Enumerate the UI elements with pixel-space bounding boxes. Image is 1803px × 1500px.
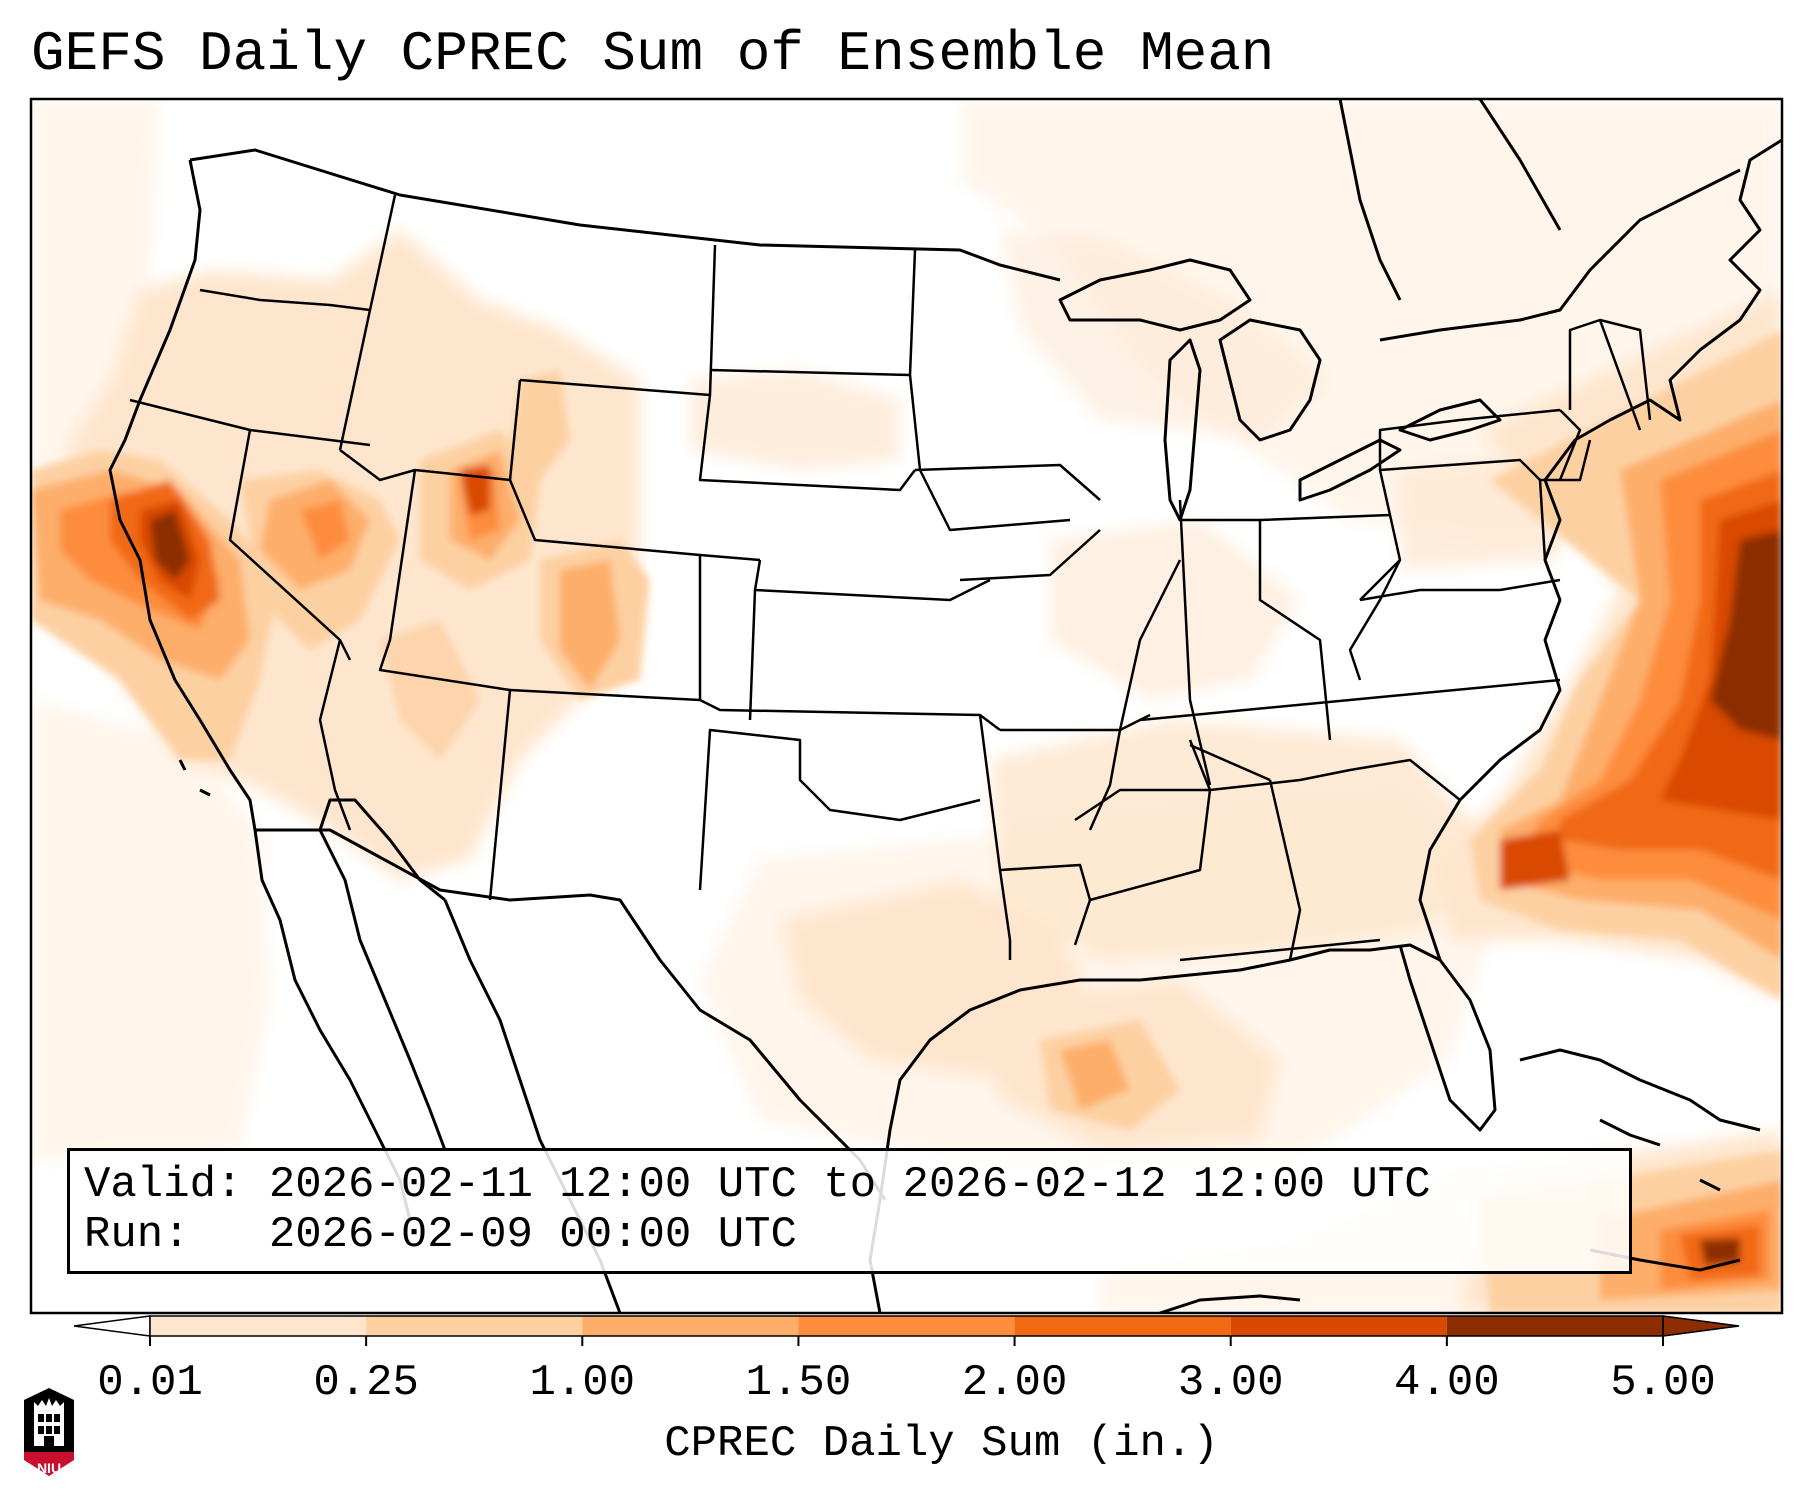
- map-frame: [29, 97, 1784, 1315]
- colorbar-tick-label: 5.00: [1610, 1358, 1716, 1408]
- colorbar-tick-label: 4.00: [1394, 1358, 1500, 1408]
- run-label: Run:: [84, 1210, 190, 1260]
- colorbar-tick-label: 3.00: [1177, 1358, 1284, 1408]
- colorbar-tick-label: 1.00: [529, 1358, 636, 1408]
- logo-icon: [24, 1388, 74, 1476]
- info-box: Valid: 2026-02-11 12:00 UTC to 2026-02-1…: [67, 1148, 1632, 1274]
- valid-label: Valid:: [84, 1160, 243, 1210]
- logo-text: NIU: [36, 1460, 62, 1476]
- map-title: GEFS Daily CPREC Sum of Ensemble Mean: [31, 22, 1275, 86]
- state-boundaries: [129, 194, 1652, 962]
- colorbar-tick-label: 0.25: [313, 1358, 419, 1408]
- colorbar-label: CPREC Daily Sum (in.): [664, 1419, 1219, 1469]
- colorbar-tick-label: 2.00: [961, 1358, 1068, 1408]
- run-value: 2026-02-09 00:00 UTC: [268, 1210, 797, 1260]
- niu-logo: NIU: [20, 1386, 78, 1478]
- colorbar-tick-label: 0.01: [97, 1358, 203, 1408]
- valid-value: 2026-02-11 12:00 UTC to 2026-02-12 12:00…: [268, 1160, 1431, 1210]
- valid-line: Valid: 2026-02-11 12:00 UTC to 2026-02-1…: [84, 1159, 1431, 1211]
- run-line: Run: 2026-02-09 00:00 UTC: [84, 1209, 797, 1261]
- islands: [178, 759, 1721, 1192]
- colorbar-tick-label: 1.50: [745, 1358, 852, 1408]
